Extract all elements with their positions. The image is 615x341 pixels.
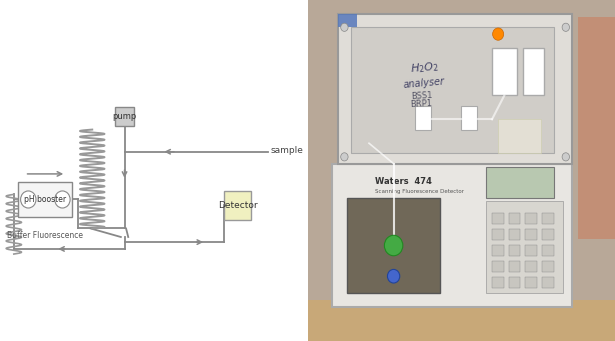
Bar xyxy=(509,261,520,272)
Bar xyxy=(492,48,517,95)
Circle shape xyxy=(562,23,569,31)
Text: Detector: Detector xyxy=(218,201,257,210)
Bar xyxy=(525,229,537,240)
Circle shape xyxy=(55,191,70,208)
Circle shape xyxy=(341,23,348,31)
Bar xyxy=(486,167,554,198)
Bar xyxy=(492,277,504,288)
Bar xyxy=(461,106,477,130)
Bar xyxy=(525,245,537,256)
Bar xyxy=(542,229,554,240)
Bar xyxy=(492,245,504,256)
Circle shape xyxy=(493,28,504,40)
Bar xyxy=(492,261,504,272)
Bar xyxy=(525,261,537,272)
Bar xyxy=(542,245,554,256)
Bar xyxy=(486,201,563,293)
Text: Scanning Fluorescence Detector: Scanning Fluorescence Detector xyxy=(375,189,464,194)
Bar xyxy=(509,229,520,240)
Bar xyxy=(492,229,504,240)
Text: Waters  474: Waters 474 xyxy=(375,177,432,186)
Bar xyxy=(338,14,572,164)
Circle shape xyxy=(387,269,400,283)
Text: BSS1: BSS1 xyxy=(410,90,432,101)
Bar xyxy=(509,245,520,256)
Circle shape xyxy=(384,235,403,256)
Text: $H_2O_2$: $H_2O_2$ xyxy=(410,60,439,76)
Text: sample: sample xyxy=(271,146,303,154)
Text: analyser: analyser xyxy=(403,77,446,90)
Text: pH booster: pH booster xyxy=(25,195,66,204)
Bar xyxy=(492,213,504,224)
Bar xyxy=(525,277,537,288)
Text: BRP1: BRP1 xyxy=(410,99,432,109)
Circle shape xyxy=(562,153,569,161)
Bar xyxy=(224,191,251,220)
Bar xyxy=(509,213,520,224)
Bar xyxy=(578,17,615,239)
Bar xyxy=(347,198,440,293)
Bar xyxy=(525,213,537,224)
Bar xyxy=(116,107,133,126)
Bar xyxy=(338,14,357,27)
Bar xyxy=(415,106,430,130)
Bar xyxy=(351,27,554,153)
Bar xyxy=(523,48,544,95)
Text: Buffer Fluorescence: Buffer Fluorescence xyxy=(7,231,84,240)
Bar xyxy=(509,277,520,288)
Bar xyxy=(332,164,572,307)
Bar xyxy=(18,182,73,217)
Bar xyxy=(542,261,554,272)
Bar xyxy=(308,300,615,341)
Circle shape xyxy=(21,191,36,208)
Circle shape xyxy=(341,153,348,161)
Bar xyxy=(542,277,554,288)
Text: pump: pump xyxy=(113,112,137,121)
Bar xyxy=(498,119,541,153)
Bar xyxy=(542,213,554,224)
